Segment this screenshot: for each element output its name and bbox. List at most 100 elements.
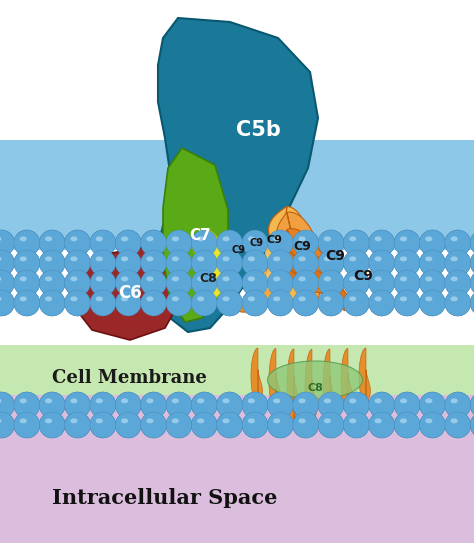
Circle shape xyxy=(217,250,243,276)
Circle shape xyxy=(343,392,369,418)
Ellipse shape xyxy=(299,399,306,403)
Circle shape xyxy=(394,412,420,438)
Ellipse shape xyxy=(349,399,356,403)
Circle shape xyxy=(14,230,40,256)
Ellipse shape xyxy=(324,296,331,301)
Ellipse shape xyxy=(425,399,432,403)
Ellipse shape xyxy=(451,236,458,241)
Circle shape xyxy=(141,250,166,276)
Circle shape xyxy=(470,230,474,256)
Circle shape xyxy=(419,230,446,256)
Ellipse shape xyxy=(451,296,458,301)
Ellipse shape xyxy=(349,276,356,281)
Circle shape xyxy=(0,230,15,256)
Circle shape xyxy=(39,250,65,276)
Circle shape xyxy=(394,250,420,276)
Circle shape xyxy=(343,412,369,438)
Circle shape xyxy=(445,250,471,276)
Circle shape xyxy=(14,392,40,418)
Ellipse shape xyxy=(96,276,103,281)
Polygon shape xyxy=(254,217,299,308)
Circle shape xyxy=(217,290,243,316)
Ellipse shape xyxy=(299,236,306,241)
Ellipse shape xyxy=(324,236,331,241)
Ellipse shape xyxy=(451,276,458,281)
Ellipse shape xyxy=(400,256,407,261)
Ellipse shape xyxy=(425,418,432,424)
Ellipse shape xyxy=(273,296,280,301)
Circle shape xyxy=(419,392,446,418)
Circle shape xyxy=(242,230,268,256)
Circle shape xyxy=(0,412,15,438)
Circle shape xyxy=(369,392,395,418)
Circle shape xyxy=(141,230,166,256)
Ellipse shape xyxy=(374,296,382,301)
Circle shape xyxy=(267,412,293,438)
Circle shape xyxy=(64,412,91,438)
Circle shape xyxy=(14,412,40,438)
Circle shape xyxy=(445,412,471,438)
Ellipse shape xyxy=(146,236,154,241)
Circle shape xyxy=(470,250,474,276)
Circle shape xyxy=(419,250,446,276)
Circle shape xyxy=(191,392,217,418)
Circle shape xyxy=(267,412,293,438)
Circle shape xyxy=(64,290,91,316)
Ellipse shape xyxy=(197,296,204,301)
Ellipse shape xyxy=(19,256,27,261)
Ellipse shape xyxy=(45,296,52,301)
Circle shape xyxy=(419,290,446,316)
Circle shape xyxy=(14,230,40,256)
Ellipse shape xyxy=(248,399,255,403)
Circle shape xyxy=(394,290,420,316)
Ellipse shape xyxy=(70,236,77,241)
Ellipse shape xyxy=(451,256,458,261)
Ellipse shape xyxy=(222,418,229,424)
Circle shape xyxy=(267,270,293,296)
Circle shape xyxy=(0,250,15,276)
Circle shape xyxy=(267,270,293,296)
Ellipse shape xyxy=(324,236,331,241)
Circle shape xyxy=(293,230,319,256)
Circle shape xyxy=(293,270,319,296)
Ellipse shape xyxy=(451,418,458,424)
Ellipse shape xyxy=(273,418,280,424)
Circle shape xyxy=(369,392,395,418)
Circle shape xyxy=(0,270,15,296)
Circle shape xyxy=(343,250,369,276)
Circle shape xyxy=(64,392,91,418)
Circle shape xyxy=(217,230,243,256)
Ellipse shape xyxy=(349,276,356,281)
Ellipse shape xyxy=(0,399,1,403)
Polygon shape xyxy=(285,233,313,289)
Ellipse shape xyxy=(172,296,179,301)
Ellipse shape xyxy=(222,276,229,281)
Circle shape xyxy=(217,392,243,418)
Circle shape xyxy=(64,230,91,256)
Circle shape xyxy=(318,250,344,276)
Polygon shape xyxy=(163,148,228,322)
Ellipse shape xyxy=(222,399,229,403)
Polygon shape xyxy=(287,349,299,419)
Ellipse shape xyxy=(248,418,255,424)
Ellipse shape xyxy=(45,256,52,261)
Ellipse shape xyxy=(324,399,331,403)
Circle shape xyxy=(419,412,446,438)
Ellipse shape xyxy=(70,236,77,241)
Ellipse shape xyxy=(0,276,1,281)
Ellipse shape xyxy=(425,236,432,241)
Ellipse shape xyxy=(96,236,103,241)
Circle shape xyxy=(293,392,319,418)
Ellipse shape xyxy=(400,276,407,281)
Circle shape xyxy=(445,392,471,418)
Circle shape xyxy=(141,412,166,438)
Circle shape xyxy=(14,270,40,296)
Circle shape xyxy=(318,412,344,438)
Circle shape xyxy=(141,230,166,256)
Circle shape xyxy=(343,270,369,296)
Ellipse shape xyxy=(248,236,255,241)
Circle shape xyxy=(242,392,268,418)
Circle shape xyxy=(369,270,395,296)
Circle shape xyxy=(141,290,166,316)
Circle shape xyxy=(39,230,65,256)
